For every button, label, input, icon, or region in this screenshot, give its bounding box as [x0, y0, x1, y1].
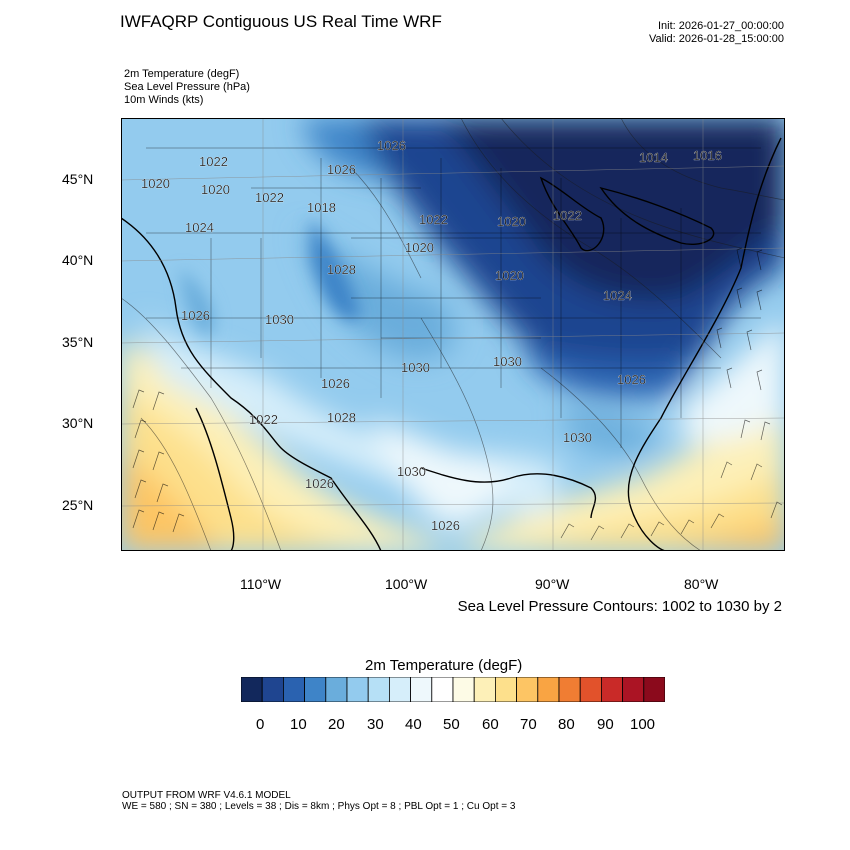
footer-model: OUTPUT FROM WRF V4.6.1 MODEL [122, 790, 291, 801]
lon-label: 80°W [684, 576, 719, 592]
pressure-label: 1020 [497, 214, 526, 229]
lon-label: 90°W [535, 576, 570, 592]
colorbar-swatch [558, 677, 581, 702]
colorbar-swatch [494, 677, 517, 702]
pressure-label: 1026 [181, 308, 210, 323]
colorbar-swatch [388, 677, 411, 702]
pressure-label: 1026 [305, 476, 334, 491]
valid-time: Valid: 2026-01-28_15:00:00 [649, 33, 784, 45]
pressure-label: 1020 [141, 176, 170, 191]
colorbar-swatch [346, 677, 369, 702]
colorbar-swatch [622, 677, 645, 702]
pressure-label: 1026 [377, 138, 406, 153]
colorbar-label: 60 [482, 716, 499, 733]
pressure-label: 1030 [493, 354, 522, 369]
field-pressure: Sea Level Pressure (hPa) [124, 81, 250, 93]
pressure-label: 1016 [693, 148, 722, 163]
colorbar-label: 70 [520, 716, 537, 733]
lat-label: 40°N [62, 252, 94, 268]
run-times: Init: 2026-01-27_00:00:00 Valid: 2026-01… [649, 20, 784, 46]
colorbar-swatch [241, 677, 263, 702]
pressure-label: 1024 [185, 220, 214, 235]
contour-note: Sea Level Pressure Contours: 1002 to 103… [457, 598, 782, 615]
colorbar-swatch [600, 677, 623, 702]
colorbar-label: 0 [256, 716, 265, 733]
field-winds: 10m Winds (kts) [124, 94, 204, 106]
lat-label: 25°N [62, 497, 94, 513]
pressure-label: 1028 [327, 262, 356, 277]
colorbar-label: 10 [290, 716, 307, 733]
colorbar-swatch [325, 677, 348, 702]
colorbar-label: 30 [367, 716, 384, 733]
lon-label: 100°W [385, 576, 428, 592]
colorbar-swatch [283, 677, 306, 702]
colorbar-label: 80 [558, 716, 575, 733]
colorbar-swatch [473, 677, 496, 702]
pressure-label: 1030 [265, 312, 294, 327]
colorbar-swatch [579, 677, 602, 702]
pressure-label: 1014 [639, 150, 668, 165]
pressure-label: 1026 [321, 376, 350, 391]
pressure-label: 1026 [327, 162, 356, 177]
pressure-label: 1022 [255, 190, 284, 205]
init-time: Init: 2026-01-27_00:00:00 [658, 20, 784, 32]
colorbar-swatch [643, 677, 665, 702]
colorbar-label: 20 [328, 716, 345, 733]
colorbar-swatch [516, 677, 539, 702]
pressure-label: 1022 [553, 208, 582, 223]
pressure-label: 1020 [495, 268, 524, 283]
pressure-label: 1022 [199, 154, 228, 169]
pressure-label: 1020 [405, 240, 434, 255]
map-title: IWFAQRP Contiguous US Real Time WRF [120, 12, 442, 31]
colorbar-swatch [452, 677, 475, 702]
pressure-label: 1030 [397, 464, 426, 479]
lat-label: 30°N [62, 415, 94, 431]
pressure-label: 1030 [401, 360, 430, 375]
pressure-label: 1022 [249, 412, 278, 427]
pressure-label: 1024 [603, 288, 632, 303]
colorbar-label: 50 [443, 716, 460, 733]
footer-config: WE = 580 ; SN = 380 ; Levels = 38 ; Dis … [122, 801, 516, 812]
colorbar [241, 677, 665, 702]
colorbar-label: 90 [597, 716, 614, 733]
colorbar-swatch [367, 677, 390, 702]
field-temperature: 2m Temperature (degF) [124, 68, 240, 80]
lat-label: 35°N [62, 334, 94, 350]
pressure-label: 1020 [201, 182, 230, 197]
pressure-label: 1028 [327, 410, 356, 425]
colorbar-swatch [431, 677, 454, 702]
colorbar-title: 2m Temperature (degF) [365, 657, 523, 674]
colorbar-swatch [304, 677, 327, 702]
lon-label: 110°W [240, 576, 282, 592]
pressure-label: 1026 [431, 518, 460, 533]
pressure-label: 1018 [307, 200, 336, 215]
pressure-label: 1026 [617, 372, 646, 387]
colorbar-swatch [410, 677, 433, 702]
lat-label: 45°N [62, 171, 94, 187]
pressure-label: 1030 [563, 430, 592, 445]
weather-map: 1022 1020 1026 1018 1022 1020 1024 1026 … [121, 118, 785, 551]
pressure-label: 1022 [419, 212, 448, 227]
colorbar-swatch [537, 677, 560, 702]
colorbar-swatch [261, 677, 284, 702]
colorbar-label: 100 [630, 716, 656, 733]
colorbar-label: 40 [405, 716, 422, 733]
